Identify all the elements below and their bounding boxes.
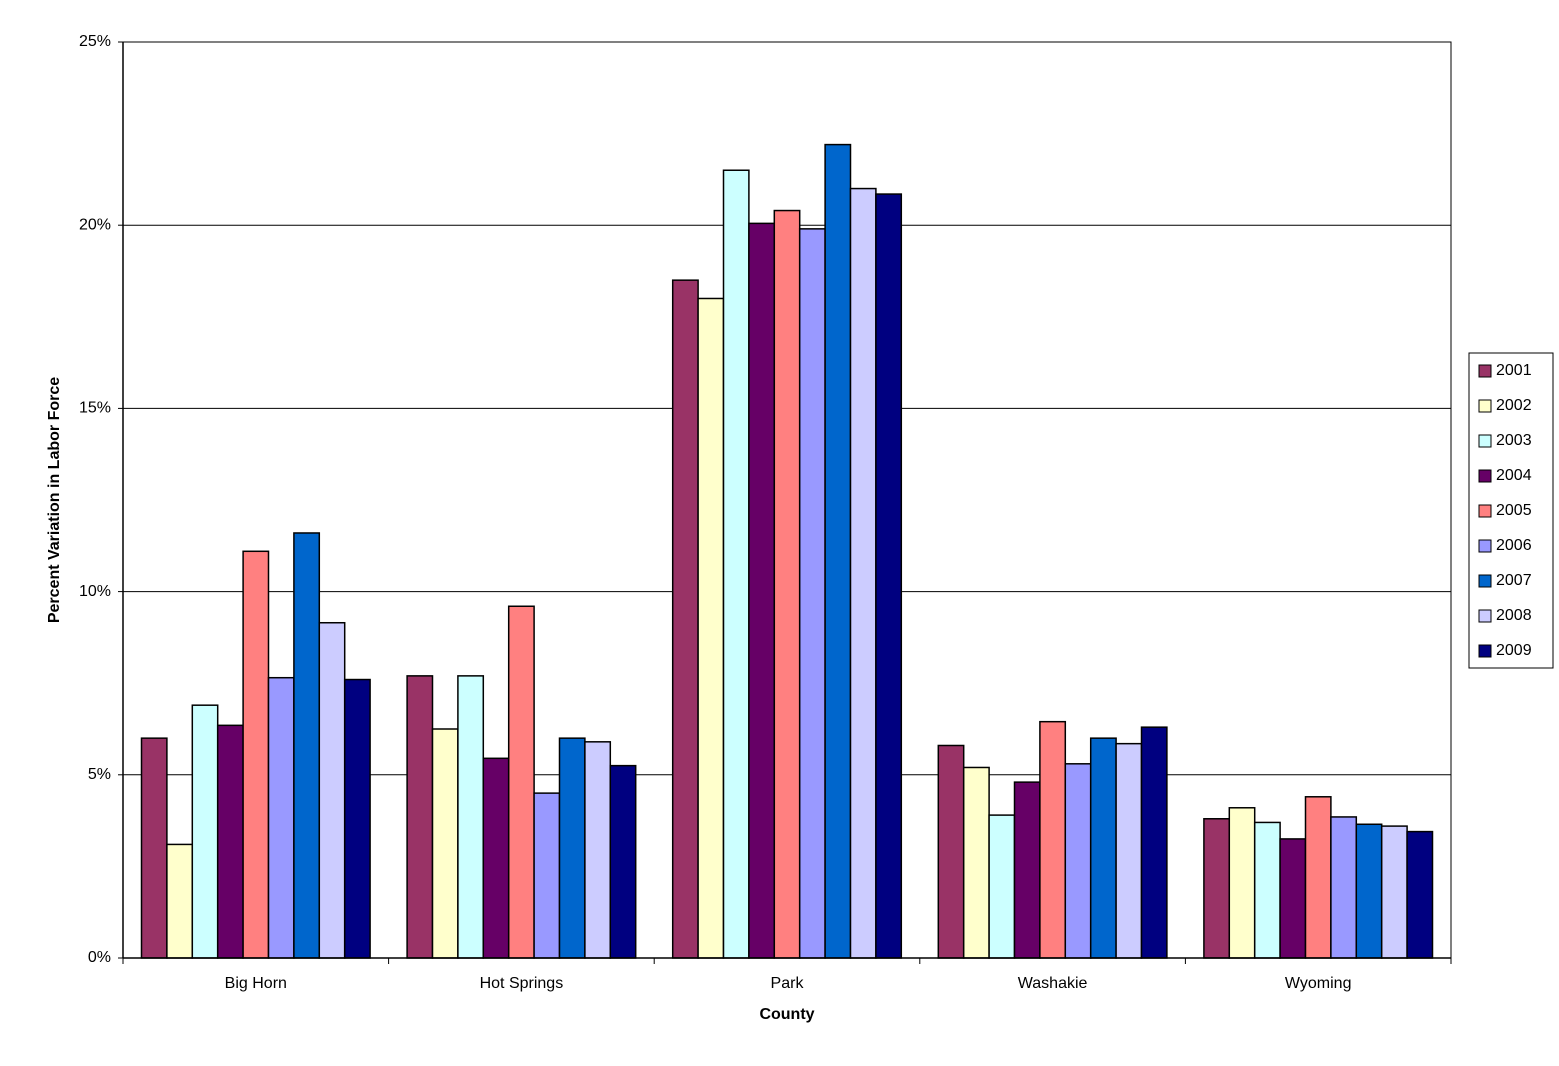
bar [191,704,219,959]
x-tick-label: Hot Springs [480,975,564,992]
bar [267,676,295,959]
x-tick-label: Big Horn [225,975,287,992]
bar [584,741,612,959]
bar [343,678,371,959]
bar [1355,823,1383,959]
legend-swatch [1478,399,1492,413]
bar [1089,737,1117,959]
bar [849,187,877,959]
bar [558,737,586,959]
x-tick-label: Washakie [1018,975,1088,992]
bar [1253,821,1281,959]
bar [1039,720,1067,959]
bar [962,766,990,959]
bar [748,222,776,959]
bar [937,744,965,959]
bar [988,814,1016,959]
legend-swatch [1478,574,1492,588]
legend-swatch [1478,364,1492,378]
bar [1279,838,1307,959]
bar [1140,726,1168,959]
bar [1304,796,1332,959]
legend-swatch [1478,504,1492,518]
y-tick-label: 25% [79,33,111,50]
bar [216,724,244,959]
bar [507,605,535,959]
y-tick-label: 20% [79,216,111,233]
legend-swatch [1478,469,1492,483]
x-tick-label: Wyoming [1285,975,1352,992]
legend-swatch [1478,644,1492,658]
bar [533,792,561,959]
bar [824,143,852,959]
bar [406,675,434,959]
bar [875,193,903,959]
bar [318,621,346,959]
bar [1013,781,1041,959]
bar [1203,818,1231,959]
bar [1064,763,1092,959]
bar [1228,807,1256,959]
y-tick-label: 0% [88,949,111,966]
bar [722,169,750,959]
legend-label: 2001 [1496,362,1532,379]
legend-label: 2009 [1496,642,1532,659]
y-axis-title: Percent Variation in Labor Force [46,377,63,623]
bar [1380,825,1408,959]
bar [1115,742,1143,959]
bar [1406,830,1434,959]
bar [166,843,194,959]
legend-swatch [1478,539,1492,553]
y-tick-label: 10% [79,583,111,600]
bar [773,209,801,959]
bar [671,279,699,959]
legend-label: 2005 [1496,502,1532,519]
bar [293,532,321,959]
x-tick-label: Park [771,975,805,992]
bar [431,728,459,959]
bar [242,550,270,959]
bar [1330,816,1358,959]
legend-swatch [1478,434,1492,448]
bar [457,675,485,959]
y-tick-label: 15% [79,400,111,417]
legend-label: 2008 [1496,607,1532,624]
legend-label: 2006 [1496,537,1532,554]
bar [140,737,168,959]
y-tick-label: 5% [88,766,111,783]
legend-label: 2004 [1496,467,1532,484]
bar [482,757,510,959]
x-axis-title: County [759,1006,814,1023]
bar [697,297,725,959]
bar [798,228,826,959]
legend-swatch [1478,609,1492,623]
legend-label: 2003 [1496,432,1532,449]
legend-label: 2002 [1496,397,1532,414]
legend-label: 2007 [1496,572,1532,589]
bar [609,764,637,959]
